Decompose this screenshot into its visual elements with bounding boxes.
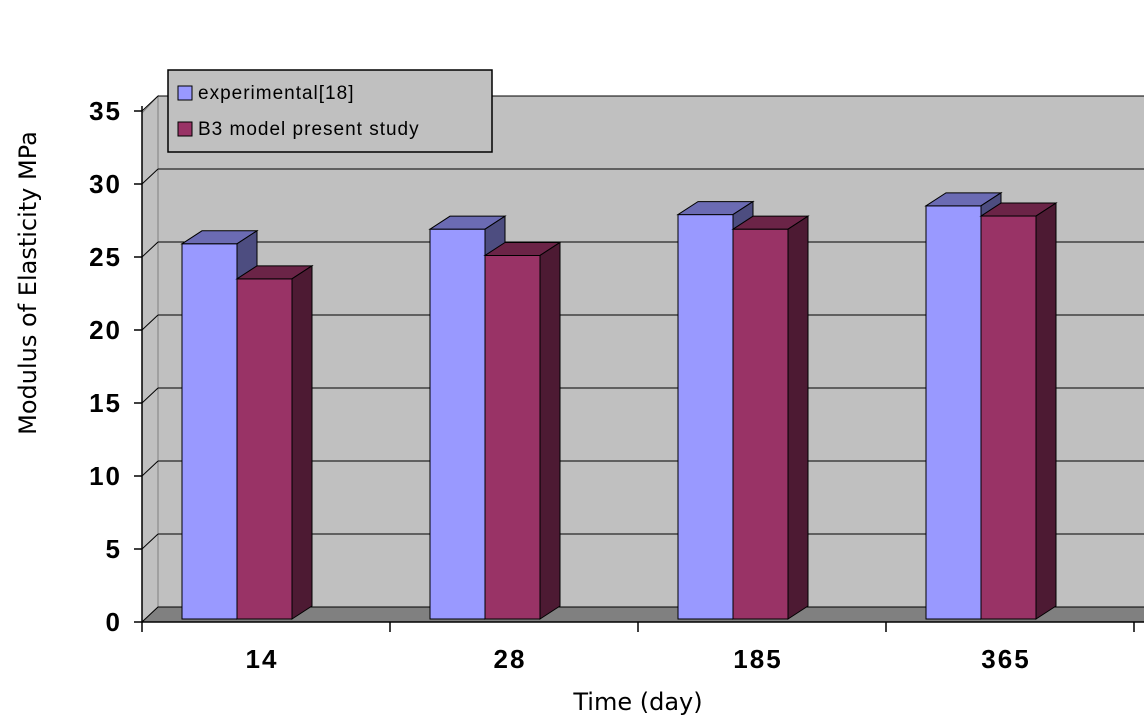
y-tick-label-10: 10 xyxy=(89,461,122,491)
bar-side-185-1 xyxy=(787,215,809,620)
bar-side-28-1 xyxy=(539,241,561,620)
x-tick-labels: 14 28 185 365 xyxy=(246,644,1030,674)
axes xyxy=(134,106,1144,632)
side-wall xyxy=(141,94,159,624)
bar-front-14-1 xyxy=(236,278,293,620)
legend-label-b3-model: B3 model present study xyxy=(198,119,420,140)
x-axis-label: Time (day) xyxy=(572,688,702,716)
y-tick-label-0: 0 xyxy=(106,607,122,637)
y-tick-label-15: 15 xyxy=(89,388,122,418)
legend-swatch-experimental xyxy=(177,85,193,101)
bar-front-185-0 xyxy=(677,214,734,620)
x-tick-label-28: 28 xyxy=(494,644,527,674)
gridline-diag-25 xyxy=(141,241,159,258)
x-tick-label-185: 185 xyxy=(733,644,782,674)
bar-side-365-1 xyxy=(1035,202,1057,620)
bar-front-365-0 xyxy=(925,205,982,620)
y-tick-labels: 0 5 10 15 20 25 30 35 xyxy=(89,96,122,637)
bar-front-28-1 xyxy=(484,254,541,620)
y-axis-label: Modulus of Elasticity MPa xyxy=(14,131,42,435)
gridline-diag-10 xyxy=(141,460,159,477)
y-tick-label-20: 20 xyxy=(89,315,122,345)
legend: experimental[18] B3 model present study xyxy=(167,69,493,153)
gridline-diag-15 xyxy=(141,387,159,404)
bar-front-185-1 xyxy=(732,228,789,620)
bar-front-365-1 xyxy=(980,215,1037,620)
bar-365-series-1 xyxy=(979,202,1058,620)
gridline-diag-20 xyxy=(141,314,159,331)
gridline-diag-35 xyxy=(141,95,159,112)
gridline-diag-30 xyxy=(141,168,159,185)
y-tick-label-5: 5 xyxy=(106,534,122,564)
bar-14-series-1 xyxy=(235,264,314,620)
x-tick-label-14: 14 xyxy=(246,644,279,674)
bar-side-14-1 xyxy=(291,264,313,620)
y-tick-label-25: 25 xyxy=(89,242,122,272)
bar-front-28-0 xyxy=(429,228,486,620)
legend-label-experimental: experimental[18] xyxy=(198,83,354,104)
legend-swatch-b3-model xyxy=(177,121,193,137)
gridline-diag-5 xyxy=(141,533,159,550)
bar-front-14-0 xyxy=(181,243,238,620)
legend-box xyxy=(167,69,493,153)
x-tick-label-365: 365 xyxy=(981,644,1030,674)
bar-28-series-1 xyxy=(483,241,562,620)
bars xyxy=(180,191,1058,620)
y-tick-label-30: 30 xyxy=(89,169,122,199)
bar-185-series-1 xyxy=(731,215,810,620)
y-tick-label-35: 35 xyxy=(89,96,122,126)
